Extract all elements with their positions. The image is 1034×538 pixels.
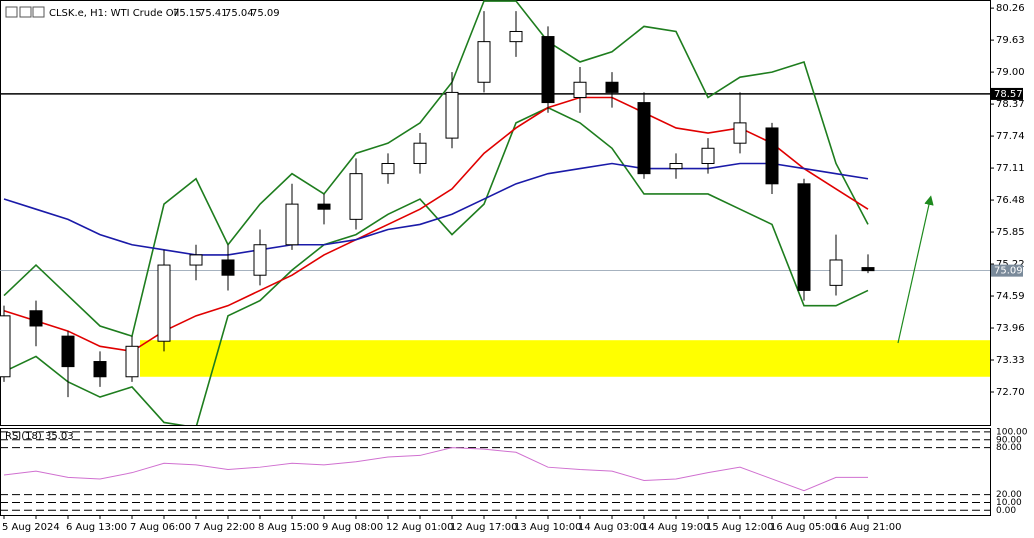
candle-body — [573, 81, 587, 98]
y-tick-label: 77.74 — [996, 131, 1025, 142]
candle-body — [0, 315, 11, 378]
main-panel — [0, 0, 990, 425]
low-value: 75.04 — [225, 8, 254, 19]
y-tick-label: 74.59 — [996, 291, 1025, 302]
y-tick-label: 72.70 — [996, 387, 1025, 398]
high-value: 75.41 — [199, 8, 228, 19]
x-tick-label: 6 Aug 13:00 — [66, 522, 127, 533]
y-tick-label: 78.37 — [996, 99, 1025, 110]
price-label: 75.09 — [994, 266, 1023, 277]
level-tag — [991, 87, 1023, 100]
x-tick-label: 12 Aug 01:00 — [386, 522, 453, 533]
icon — [19, 6, 32, 18]
candle-body — [189, 254, 203, 266]
y-tick-label: 75.85 — [996, 227, 1025, 238]
candle-body — [125, 345, 139, 378]
candle-body — [381, 163, 395, 175]
rsi-frame — [0, 428, 991, 516]
x-tick-label: 7 Aug 22:00 — [194, 522, 255, 533]
candle-body — [477, 41, 491, 83]
y-tick-label: 80.00 — [996, 443, 1022, 453]
candle-body — [669, 163, 683, 170]
candle-body — [413, 142, 427, 165]
chart-title: CLSK.e, H1: WTI Crude Oil — [49, 8, 179, 19]
y-tick-label: 90.00 — [996, 435, 1022, 445]
y-tick-label: 100.00 — [996, 427, 1028, 437]
candle-body — [93, 361, 107, 378]
price-tag — [991, 264, 1023, 277]
x-tick-label: 14 Aug 19:00 — [642, 522, 709, 533]
y-tick-label: 79.63 — [996, 35, 1025, 46]
y-tick-label: 75.22 — [996, 259, 1025, 270]
candle-body — [221, 259, 235, 276]
y-tick-label: 77.11 — [996, 163, 1025, 174]
candle-body — [861, 267, 875, 272]
header: CLSK.e, H1: WTI Crude Oil 75.15 75.41 75… — [5, 6, 280, 19]
rsi-line — [3, 447, 868, 492]
indicator-line — [3, 106, 869, 425]
icon — [32, 6, 45, 18]
y-tick-label: 20.00 — [996, 490, 1022, 500]
x-tick-label: 5 Aug 2024 — [2, 522, 60, 533]
y-tick-label: 10.00 — [996, 498, 1022, 508]
candle-body — [445, 91, 459, 139]
candle-body — [765, 127, 779, 185]
candle-body — [637, 102, 651, 175]
support-zone — [140, 340, 990, 377]
icon — [5, 6, 18, 18]
indicator-line — [3, 162, 869, 256]
x-tick-label: 12 Aug 17:00 — [450, 522, 517, 533]
candle-body — [733, 122, 747, 144]
x-tick-label: 15 Aug 12:00 — [706, 522, 773, 533]
candle-body — [157, 264, 171, 342]
candle-body — [61, 335, 75, 368]
candle-body — [701, 147, 715, 165]
x-tick-label: 14 Aug 03:00 — [578, 522, 645, 533]
candle-body — [253, 244, 267, 276]
x-tick-label: 16 Aug 21:00 — [834, 522, 901, 533]
y-tick-label: 73.33 — [996, 355, 1025, 366]
rsi-title: RSI(18) 35.03 — [5, 431, 74, 442]
x-tick-label: 13 Aug 10:00 — [514, 522, 581, 533]
forecast-arrow — [897, 195, 934, 344]
level-label: 78.57 — [994, 89, 1023, 100]
y-tick-label: 73.96 — [996, 323, 1025, 334]
x-tick-label: 9 Aug 08:00 — [322, 522, 383, 533]
close-value: 75.09 — [251, 8, 280, 19]
candle-body — [349, 173, 363, 220]
candle-body — [317, 203, 331, 210]
indicator-line — [3, 96, 869, 353]
y-tick-label: 80.26 — [996, 3, 1025, 14]
y-tick-label: 0.00 — [996, 506, 1016, 516]
x-tick-label: 7 Aug 06:00 — [130, 522, 191, 533]
candle-body — [541, 36, 555, 104]
indicator-line — [3, 0, 869, 338]
candle-body — [509, 30, 523, 43]
overlay: 80.26 79.63 79.00 78.37 77.74 77.11 76.48 75.85… — [2, 3, 1028, 533]
candle-body — [797, 183, 811, 291]
rsi-panel — [0, 431, 990, 511]
candle-body — [29, 310, 43, 327]
open-value: 75.15 — [173, 8, 202, 19]
x-tick-label: 8 Aug 15:00 — [258, 522, 319, 533]
candle-body — [285, 203, 299, 246]
y-tick-label: 76.48 — [996, 195, 1025, 206]
y-tick-label: 79.00 — [996, 67, 1025, 78]
x-tick-label: 16 Aug 05:00 — [770, 522, 837, 533]
candle-body — [829, 259, 843, 286]
candle-body — [605, 81, 619, 93]
